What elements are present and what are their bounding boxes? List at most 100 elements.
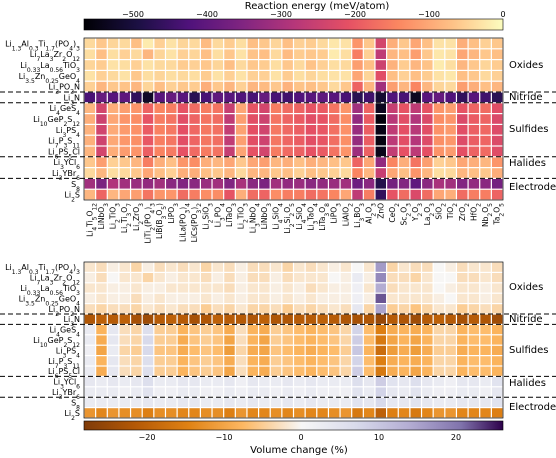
heatmap-cell — [154, 314, 165, 324]
heatmap-cell — [480, 408, 491, 418]
heatmap-cell — [468, 114, 480, 124]
heatmap-cell — [96, 408, 107, 418]
heatmap-cell — [177, 157, 189, 167]
heatmap-cell — [363, 168, 375, 178]
reaction-energy-heatmap: Li1.3Al0.3Ti1.7(PO4)3Li7La3Zr2O12Li0.33L… — [0, 37, 556, 203]
heatmap-cell — [468, 189, 480, 200]
heatmap-cell — [387, 146, 398, 157]
heatmap-cell — [491, 387, 503, 397]
heatmap-cell — [398, 60, 410, 70]
heatmap-cell — [142, 168, 154, 178]
heatmap-cell — [212, 314, 224, 324]
heatmap-cell — [247, 103, 258, 113]
heatmap-cell — [200, 92, 212, 103]
heatmap-cell — [433, 157, 445, 167]
heatmap-cell — [107, 304, 119, 314]
heatmap-cell — [131, 377, 142, 387]
heatmap-cell — [142, 377, 154, 387]
heatmap-cell — [457, 168, 468, 178]
heatmap-cell — [480, 92, 491, 103]
heatmap-cell — [294, 283, 305, 293]
heatmap-cell — [363, 283, 375, 293]
heatmap-cell — [119, 103, 130, 113]
heatmap-cell — [200, 408, 212, 418]
heatmap-cell — [398, 92, 410, 103]
heatmap-cell — [422, 189, 433, 200]
heatmap-cell — [224, 71, 235, 81]
heatmap-cell — [259, 157, 270, 167]
heatmap-cell — [398, 387, 410, 397]
column-label: LiTaO3 — [225, 203, 238, 227]
heatmap-cell — [445, 71, 456, 81]
heatmap-cell — [305, 92, 317, 103]
heatmap-cell — [352, 273, 363, 283]
heatmap-cell — [235, 49, 247, 59]
column-label: LiCs(PO3)2 — [190, 203, 203, 243]
heatmap-cell — [468, 387, 480, 397]
heatmap-cell — [107, 146, 119, 157]
row-label: Li2PO2N — [49, 83, 80, 96]
heatmap-cell — [329, 325, 340, 335]
heatmap-cell — [142, 157, 154, 167]
heatmap-cell — [317, 125, 328, 135]
heatmap-cell — [259, 345, 270, 355]
heatmap-cell — [107, 273, 119, 283]
colorbar-tick-label: 0 — [500, 10, 505, 19]
heatmap-cell — [422, 146, 433, 157]
heatmap-cell — [457, 38, 468, 49]
heatmap-cell — [84, 262, 96, 272]
heatmap-cell — [363, 135, 375, 146]
heatmap-cell — [363, 262, 375, 272]
heatmap-cell — [317, 92, 328, 103]
heatmap-cell — [189, 273, 200, 283]
heatmap-cell — [131, 356, 142, 366]
heatmap-cell — [177, 325, 189, 335]
heatmap-cell — [375, 356, 387, 366]
heatmap-cell — [282, 125, 293, 135]
heatmap-cell — [96, 366, 107, 376]
heatmap-cell — [457, 49, 468, 59]
heatmap-cell — [154, 189, 165, 200]
heatmap-cell — [96, 314, 107, 324]
heatmap-cell — [422, 157, 433, 167]
heatmap-cell — [317, 38, 328, 49]
heatmap-cell — [107, 179, 119, 189]
heatmap-cell — [212, 283, 224, 293]
heatmap-cell — [363, 397, 375, 407]
heatmap-cell — [212, 262, 224, 272]
heatmap-cell — [154, 168, 165, 178]
heatmap-cell — [119, 189, 130, 200]
row-label: Li7La3Zr2O12 — [30, 50, 80, 63]
heatmap-cell — [247, 325, 258, 335]
heatmap-cell — [480, 135, 491, 146]
heatmap-cell — [189, 114, 200, 124]
heatmap-cell — [270, 114, 282, 124]
heatmap-cell — [131, 397, 142, 407]
heatmap-cell — [154, 125, 165, 135]
heatmap-cell — [107, 114, 119, 124]
heatmap-cell — [212, 304, 224, 314]
column-label: Li4SiO4 — [295, 203, 308, 230]
heatmap-cell — [142, 273, 154, 283]
heatmap-cell — [329, 293, 340, 303]
heatmap-cell — [329, 356, 340, 366]
heatmap-cell — [387, 189, 398, 200]
heatmap-cell — [317, 335, 328, 345]
heatmap-cell — [119, 387, 130, 397]
heatmap-cell — [259, 387, 270, 397]
heatmap-cell — [340, 114, 352, 124]
volume-change-row-labels: Li1.3Al0.3Ti1.7(PO4)3Li7La3Zr2O12Li0.33L… — [5, 263, 80, 421]
heatmap-cell — [154, 60, 165, 70]
heatmap-cell — [259, 146, 270, 157]
heatmap-cell — [480, 262, 491, 272]
row-label: Li0.33La0.56TiO3 — [20, 284, 80, 297]
heatmap-cell — [480, 38, 491, 49]
heatmap-cell — [422, 283, 433, 293]
heatmap-cell — [305, 387, 317, 397]
heatmap-cell — [166, 189, 177, 200]
heatmap-cell — [166, 397, 177, 407]
heatmap-cell — [491, 345, 503, 355]
heatmap-cell — [457, 314, 468, 324]
heatmap-cell — [398, 125, 410, 135]
heatmap-cell — [96, 114, 107, 124]
